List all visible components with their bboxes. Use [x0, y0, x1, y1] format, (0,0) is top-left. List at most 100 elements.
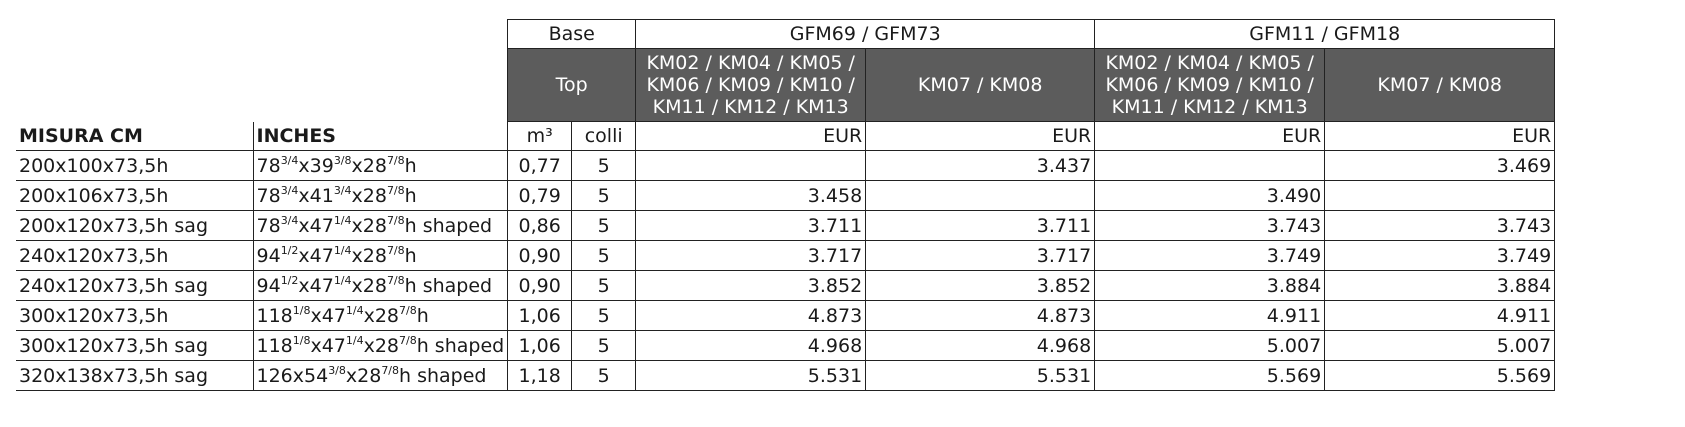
inches-cell: 783/4x471/4x287/8h shaped: [253, 210, 509, 241]
dimension-part: 126x54: [256, 364, 329, 387]
inches-cell: 1181/8x471/4x287/8h shaped: [253, 330, 509, 361]
fraction-part: 1/2: [280, 243, 299, 257]
inches-cell: 783/4x393/8x287/8h: [253, 150, 509, 181]
price-cell: 5.531: [865, 360, 1096, 391]
price-cell: 4.873: [635, 300, 867, 331]
m3-cell: 0,79: [507, 180, 573, 211]
fraction-part: 7/8: [386, 213, 405, 227]
m3-cell: 0,90: [507, 270, 573, 301]
dimension-part: x28: [351, 244, 387, 267]
fraction-part: 1/4: [333, 243, 352, 257]
fraction-part: 3/8: [328, 363, 346, 377]
fraction-part: 3/4: [280, 213, 299, 227]
colli-cell: 5: [571, 270, 637, 301]
price-cell: 3.749: [1094, 240, 1326, 271]
m3-cell: 1,06: [507, 330, 573, 361]
dimension-part: x28: [351, 274, 387, 297]
colli-cell: 5: [571, 360, 637, 391]
price-cell: 3.469: [1324, 150, 1556, 181]
price-cell: [635, 150, 867, 181]
misura-header: MISURA CM: [16, 121, 254, 151]
dimension-part: 78: [256, 184, 281, 207]
colli-header: colli: [571, 121, 637, 151]
dimension-part: x47: [298, 244, 334, 267]
price-cell: 4.911: [1094, 300, 1326, 331]
price-cell: 5.569: [1324, 360, 1556, 391]
dimension-part: x28: [351, 154, 387, 177]
m3-cell: 1,06: [507, 300, 573, 331]
fraction-part: 1/4: [333, 273, 352, 287]
dimension-part: x39: [298, 154, 334, 177]
fraction-part: 3/8: [333, 153, 352, 167]
fraction-part: 7/8: [399, 333, 417, 347]
dimension-part: h: [404, 184, 417, 207]
price-cell: 3.884: [1324, 270, 1556, 301]
dimension-part: h shaped: [404, 214, 493, 237]
dimension-part: 94: [256, 244, 281, 267]
dimension-part: h: [404, 244, 417, 267]
table-row: 200x106x73,5h 783/4x413/4x287/8h 0,79 5 3.45…: [16, 180, 1556, 211]
misura-cell: 300x120x73,5h: [16, 300, 254, 331]
dimension-part: x47: [310, 304, 346, 327]
colli-cell: 5: [571, 240, 637, 271]
fraction-part: 7/8: [399, 303, 417, 317]
price-cell: [865, 180, 1096, 211]
table-row: 200x100x73,5h 783/4x393/8x287/8h 0,77 5 3.43…: [16, 150, 1556, 181]
colli-cell: 5: [571, 300, 637, 331]
price-table: Base GFM69 / GFM73 GFM11 / GFM18 Top KM0…: [16, 19, 1556, 391]
dimension-part: x28: [363, 304, 400, 327]
price-cell: 4.968: [635, 330, 867, 361]
m3-cell: 1,18: [507, 360, 573, 391]
price-cell: 3.884: [1094, 270, 1326, 301]
price-cell: 5.531: [635, 360, 867, 391]
misura-cell: 240x120x73,5h sag: [16, 270, 254, 301]
fraction-part: 7/8: [381, 363, 400, 377]
colli-cell: 5: [571, 150, 637, 181]
fraction-part: 7/8: [386, 183, 405, 197]
colli-cell: 5: [571, 180, 637, 211]
price-cell: 3.749: [1324, 240, 1556, 271]
empty-cell: [253, 19, 509, 49]
eur-header: EUR: [865, 121, 1096, 151]
fraction-part: 1/2: [280, 273, 299, 287]
empty-cell: [16, 49, 253, 122]
price-cell: 3.743: [1094, 210, 1326, 241]
price-cell: 3.490: [1094, 180, 1326, 211]
dimension-part: 118: [256, 304, 293, 327]
empty-cell: [16, 20, 253, 49]
misura-cell: 240x120x73,5h: [16, 240, 254, 271]
dimension-part: x47: [298, 274, 334, 297]
fraction-part: 1/8: [292, 333, 311, 347]
km-a-header: KM02 / KM04 / KM05 / KM06 / KM09 / KM10 …: [1094, 48, 1326, 122]
misura-cell: 300x120x73,5h sag: [16, 330, 254, 361]
price-cell: 3.717: [865, 240, 1096, 271]
price-cell: 5.007: [1324, 330, 1556, 361]
eur-header: EUR: [635, 121, 867, 151]
price-cell: 3.852: [635, 270, 867, 301]
misura-cell: 320x138x73,5h sag: [16, 360, 254, 391]
price-cell: [1094, 150, 1326, 181]
dimension-part: x41: [298, 184, 334, 207]
dimension-part: 118: [256, 334, 293, 357]
base-header: Base: [507, 19, 637, 49]
inches-cell: 783/4x413/4x287/8h: [253, 180, 509, 211]
inches-cell: 941/2x471/4x287/8h: [253, 240, 509, 271]
table-row: 300x120x73,5h 1181/8x471/4x287/8h 1,06 5 4.8…: [16, 300, 1556, 331]
dimension-part: x47: [310, 334, 346, 357]
dimension-part: x28: [345, 364, 382, 387]
price-cell: 3.743: [1324, 210, 1556, 241]
fraction-part: 1/4: [345, 333, 364, 347]
eur-header: EUR: [1094, 121, 1326, 151]
fraction-part: 1/4: [345, 303, 364, 317]
fraction-part: 7/8: [386, 243, 405, 257]
inches-cell: 1181/8x471/4x287/8h: [253, 300, 509, 331]
dimension-part: 94: [256, 274, 281, 297]
dimension-part: h shaped: [404, 274, 493, 297]
dimension-part: h: [404, 154, 417, 177]
km-b-header: KM07 / KM08: [1324, 48, 1556, 122]
price-cell: 5.569: [1094, 360, 1326, 391]
colli-cell: 5: [571, 210, 637, 241]
dimension-part: h: [416, 304, 429, 327]
eur-header: EUR: [1324, 121, 1556, 151]
top-header: Top: [507, 48, 637, 122]
